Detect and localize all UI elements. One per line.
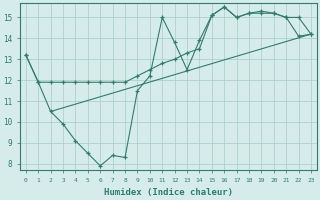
X-axis label: Humidex (Indice chaleur): Humidex (Indice chaleur) [104,188,233,197]
